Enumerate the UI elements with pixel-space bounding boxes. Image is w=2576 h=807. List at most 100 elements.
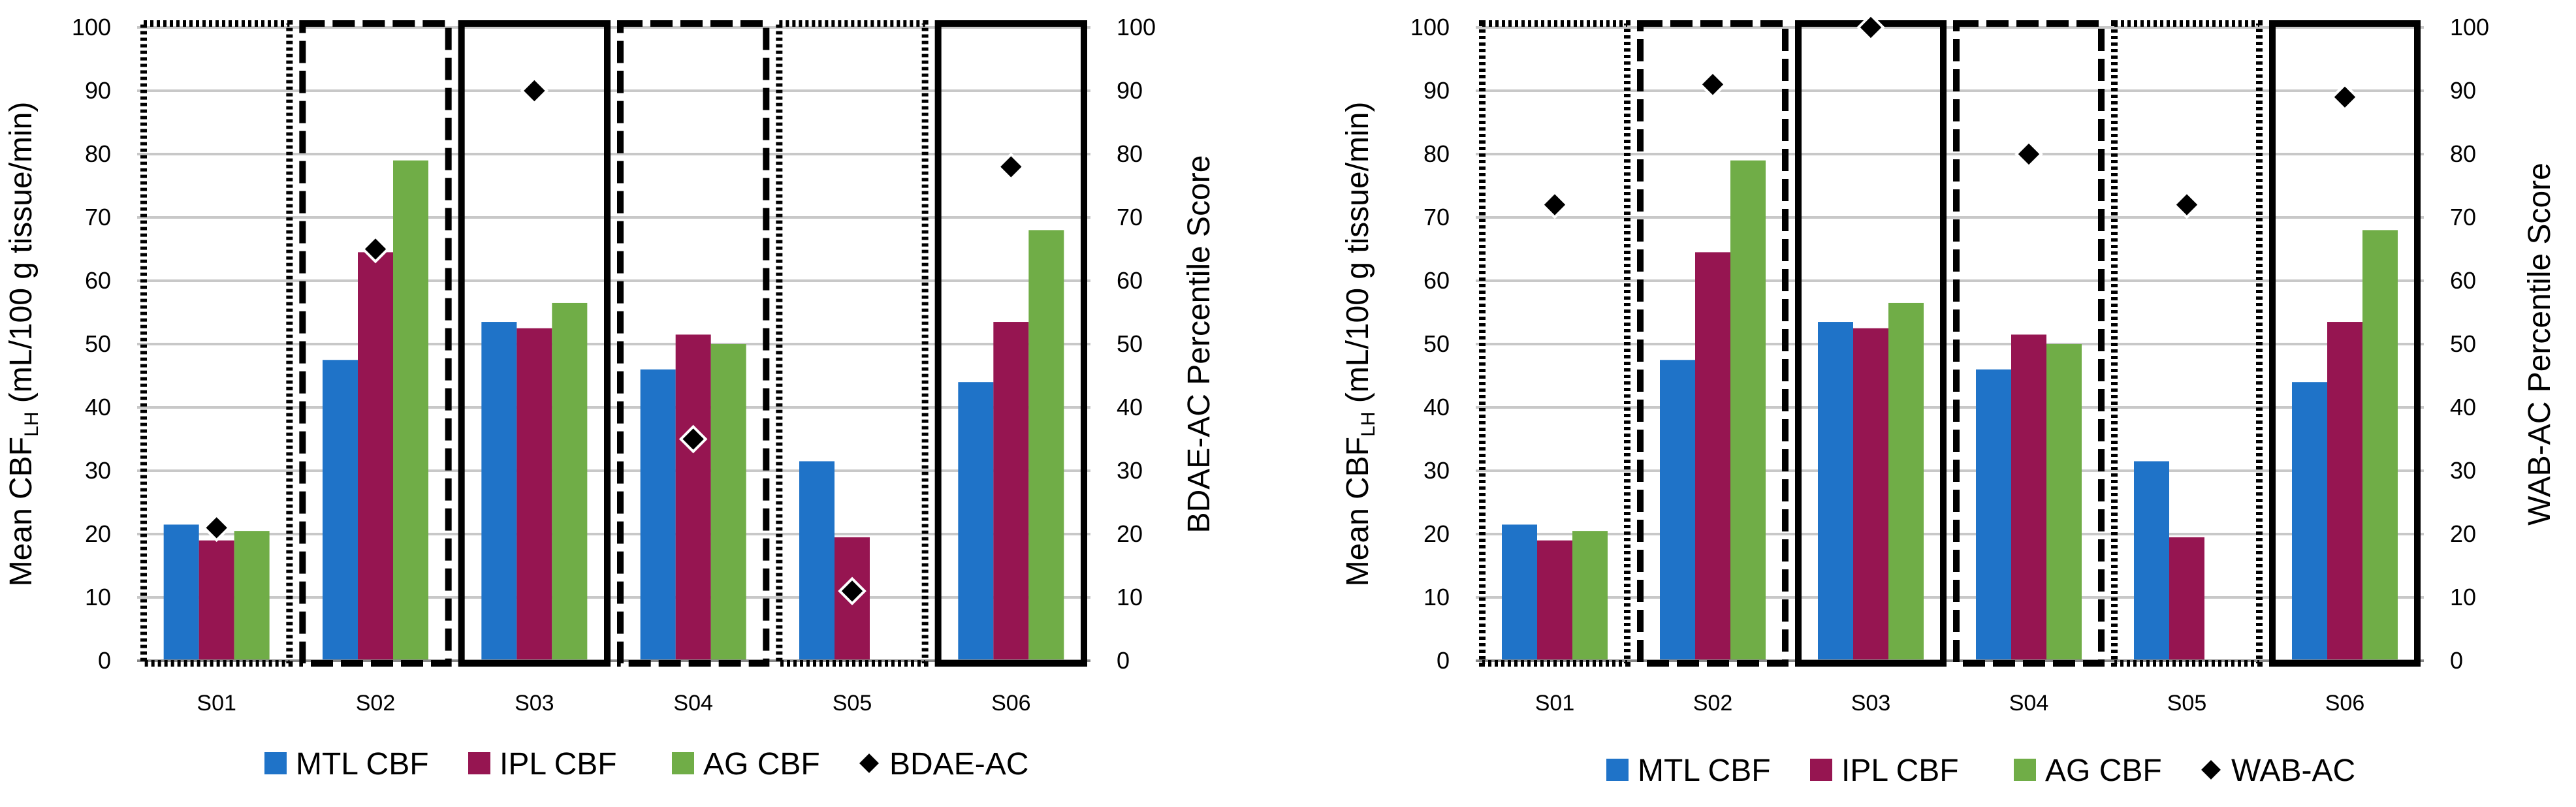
chart-bdae: 0 0 10 10 20 20 30 30 40 40 50 50 60 60 70 70 80 80 90 90 10… [4, 14, 1216, 782]
right-axis-tick-label: 90 [1117, 77, 1143, 104]
group-border-dashed [1637, 20, 1789, 667]
legend-swatch [468, 752, 490, 774]
right-axis-tick-label: 0 [1117, 647, 1130, 674]
legend-swatch [672, 752, 694, 774]
right-axis-tick-label: 30 [2450, 457, 2476, 484]
chart-wab: 0 0 10 10 20 20 30 30 40 40 50 50 60 60 70 70 80 80 90 90 10… [1341, 13, 2557, 788]
right-axis-tick-label: 20 [2450, 520, 2476, 547]
bar-ag-cbf [1730, 160, 1766, 661]
scatter-point [1698, 70, 1727, 99]
left-axis-title-sub: LH [1358, 412, 1379, 437]
left-axis-title: Mean CBFLH (mL/100 g tissue/min) [1341, 102, 1379, 587]
right-axis-tick-label: 80 [1117, 140, 1143, 167]
left-axis-tick-label: 10 [85, 584, 111, 610]
legend-swatch [856, 750, 882, 776]
legend-label: MTL CBF [296, 747, 429, 782]
group-border-dotted [1479, 20, 1630, 667]
scatter-point [838, 577, 867, 606]
bar-ipl-cbf [2169, 537, 2204, 661]
left-axis-title-unit: (mL/100 g tissue/min) [1341, 102, 1375, 412]
left-axis-tick-label: 50 [1423, 330, 1450, 357]
right-axis-tick-label: 100 [2450, 14, 2489, 40]
group-border-dashed [617, 20, 770, 667]
right-axis-title: WAB-AC Percentile Score [2522, 163, 2557, 526]
scatter-point [996, 152, 1026, 182]
bar-mtl-cbf [2134, 461, 2169, 661]
right-axis-tick-label: 90 [2450, 77, 2476, 104]
left-axis-title-unit: (mL/100 g tissue/min) [4, 102, 39, 412]
scatter-point [2330, 82, 2359, 112]
legend-label: BDAE-AC [889, 747, 1028, 782]
bar-ag-cbf [393, 160, 428, 661]
bar-ipl-cbf [1537, 540, 1572, 661]
group-border-dotted [776, 20, 929, 667]
bar-ipl-cbf [993, 322, 1029, 661]
right-axis-tick-label: 50 [1117, 330, 1143, 357]
right-axis-tick-label: 50 [2450, 330, 2476, 357]
group-border-dotted [2111, 20, 2263, 667]
bar-ag-cbf [710, 344, 746, 661]
left-axis-tick-label: 20 [1423, 520, 1450, 547]
group-border-dotted [140, 20, 293, 667]
left-axis-title-main: Mean CBF [1341, 437, 1375, 586]
bar-mtl-cbf [958, 382, 994, 661]
bar-ipl-cbf [1853, 328, 1888, 661]
left-axis-tick-label: 100 [1410, 14, 1450, 40]
bar-mtl-cbf [323, 360, 358, 661]
category-label: S03 [515, 691, 554, 716]
group-border-dashed [1953, 20, 2105, 667]
bar-ipl-cbf [675, 334, 711, 661]
group-border-solid [2269, 20, 2421, 667]
category-label: S02 [1693, 691, 1733, 716]
category-label: S05 [2167, 691, 2207, 716]
right-axis-tick-label: 70 [1117, 204, 1143, 230]
left-axis-tick-label: 50 [85, 330, 111, 357]
left-axis-tick-label: 0 [1437, 647, 1450, 674]
left-axis-title: Mean CBFLH (mL/100 g tissue/min) [4, 102, 42, 587]
left-axis-tick-label: 30 [85, 457, 111, 484]
left-axis-tick-label: 100 [72, 14, 111, 40]
right-axis-tick-label: 10 [1117, 584, 1143, 610]
legend: MTL CBF IPL CBF AG CBF WAB-AC [1606, 753, 2355, 788]
left-axis-title-sub: LH [21, 412, 42, 437]
bar-ag-cbf [2046, 344, 2082, 661]
scatter-point [1856, 13, 1885, 42]
bar-ag-cbf [234, 531, 270, 661]
bar-mtl-cbf [1976, 369, 2011, 661]
legend-swatch [2014, 759, 2036, 781]
bar-mtl-cbf [1818, 322, 1853, 661]
category-label: S06 [2325, 691, 2365, 716]
group-border-solid [458, 20, 611, 667]
left-axis-tick-label: 80 [1423, 140, 1450, 167]
category-label: S04 [2009, 691, 2049, 716]
scatter-point [520, 76, 549, 105]
legend-label: AG CBF [703, 747, 820, 782]
bar-ag-cbf [1888, 302, 1924, 661]
left-axis-tick-label: 0 [98, 647, 111, 674]
left-axis-tick-label: 60 [85, 267, 111, 294]
legend-label: MTL CBF [1638, 753, 1771, 788]
bar-ipl-cbf [1695, 252, 1730, 661]
scatter-point [678, 424, 708, 454]
scatter-point [2172, 190, 2201, 219]
left-axis-tick-label: 40 [1423, 394, 1450, 420]
left-axis-tick-label: 90 [1423, 77, 1450, 104]
bar-mtl-cbf [481, 322, 517, 661]
category-label: S01 [197, 691, 236, 716]
right-axis-tick-label: 70 [2450, 204, 2476, 230]
right-axis-tick-label: 40 [1117, 394, 1143, 420]
legend-swatch [264, 752, 287, 774]
category-label: S02 [356, 691, 396, 716]
legend-swatch [1810, 759, 1832, 781]
bar-ag-cbf [2362, 230, 2398, 661]
bar-ipl-cbf [2327, 322, 2362, 661]
bar-ipl-cbf [358, 252, 393, 661]
legend-label: IPL CBF [500, 747, 617, 782]
bar-ipl-cbf [517, 328, 552, 661]
category-label: S03 [1851, 691, 1891, 716]
left-axis-tick-label: 60 [1423, 267, 1450, 294]
legend-swatch [2198, 757, 2224, 783]
bar-mtl-cbf [799, 461, 835, 661]
right-axis-tick-label: 100 [1117, 14, 1156, 40]
